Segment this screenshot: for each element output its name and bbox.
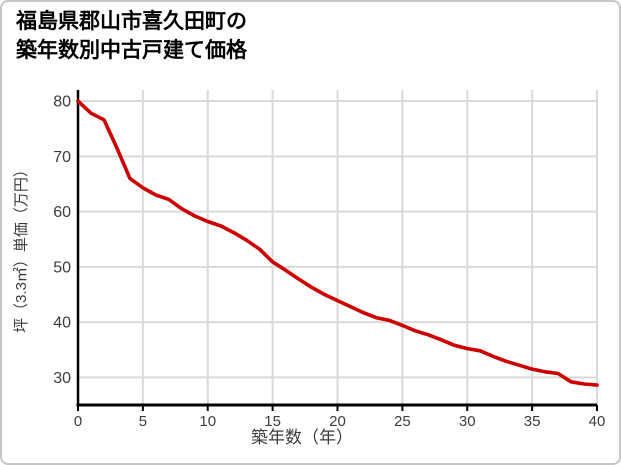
y-axis-title: 坪（3.3㎡）単価（万円） xyxy=(13,162,30,333)
x-tick-label: 5 xyxy=(139,413,147,430)
x-tick-label: 25 xyxy=(394,413,411,430)
y-tick-label: 70 xyxy=(53,149,71,166)
y-tick-label: 50 xyxy=(53,259,71,276)
x-tick-label: 0 xyxy=(74,413,82,430)
x-tick-label: 40 xyxy=(589,413,606,430)
price-line-series xyxy=(76,99,599,387)
x-tick-label: 15 xyxy=(264,413,281,430)
x-axis-title: 築年数（年） xyxy=(251,428,353,447)
y-tick-label: 40 xyxy=(53,315,71,332)
x-tick-label: 35 xyxy=(524,413,541,430)
chart-title: 福島県郡山市喜久田町の 築年数別中古戸建て価格 xyxy=(16,8,247,66)
chart-title-line1: 福島県郡山市喜久田町の xyxy=(16,10,247,33)
x-tick-label: 10 xyxy=(199,413,216,430)
y-tick-label: 60 xyxy=(53,204,71,221)
x-tick-label: 30 xyxy=(459,413,476,430)
y-tick-label: 30 xyxy=(53,370,71,387)
chart-title-line2: 築年数別中古戸建て価格 xyxy=(16,38,247,62)
x-tick-label: 20 xyxy=(329,413,346,430)
y-tick-label: 80 xyxy=(53,94,71,111)
